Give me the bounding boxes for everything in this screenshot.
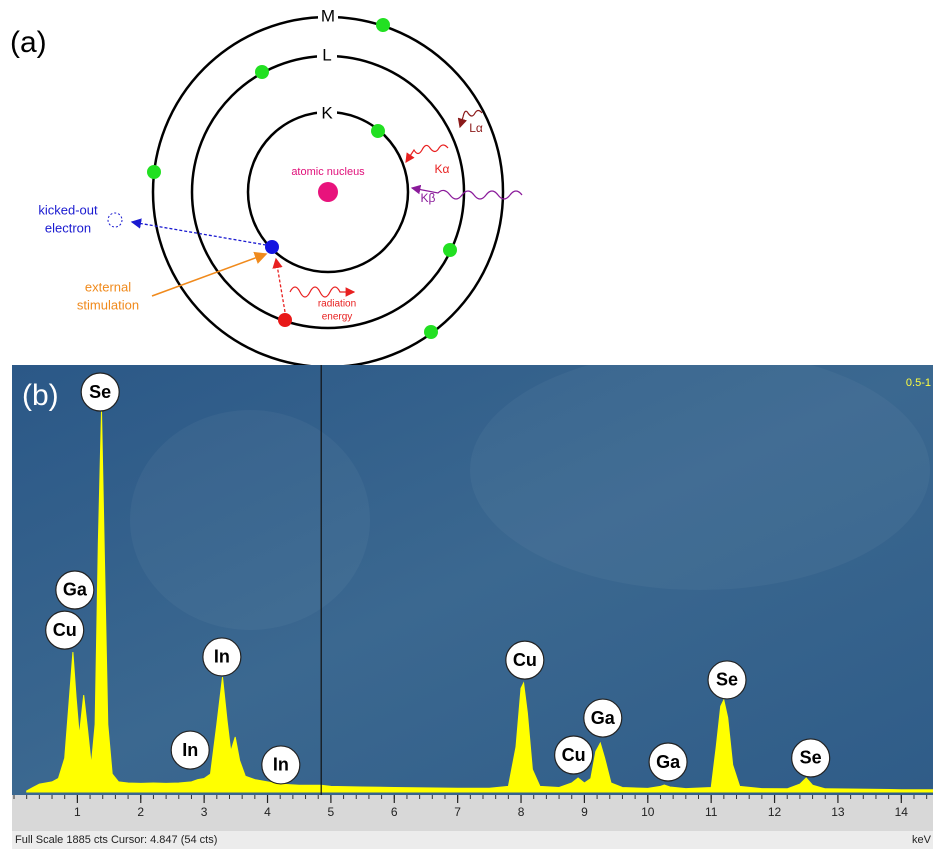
emission-label: Lα	[469, 121, 483, 135]
panel-label: (b)	[22, 379, 59, 412]
electron	[255, 65, 269, 79]
radiation-label: radiation	[318, 299, 356, 310]
electron	[424, 325, 438, 339]
peak-label-bubble	[791, 738, 831, 778]
stimulation-label: stimulation	[77, 297, 139, 312]
electron	[371, 124, 385, 138]
radiation-wave	[289, 286, 356, 298]
emission-label: Kα	[435, 162, 450, 176]
electrons	[147, 18, 457, 339]
x-tick-label: 11	[705, 805, 718, 819]
x-tick-label: 14	[895, 805, 909, 819]
shell-label: L	[322, 45, 331, 64]
peak-label: In	[214, 647, 230, 667]
peak-label: Se	[716, 670, 738, 690]
peak-label: Se	[89, 382, 111, 402]
x-tick-label: 8	[518, 805, 525, 819]
peak-label-bubble	[505, 640, 545, 680]
k-alpha-wave	[405, 144, 449, 163]
x-tick-label: 13	[831, 805, 845, 819]
x-tick-label: 9	[581, 805, 588, 819]
x-tick-label: 7	[454, 805, 461, 819]
peak-label: Se	[800, 748, 822, 768]
ejected-label: kicked-out	[38, 202, 98, 217]
spectrum-area	[26, 410, 933, 793]
peak-label-bubble	[554, 735, 594, 775]
watermark	[130, 410, 370, 630]
x-tick-label: 12	[768, 805, 782, 819]
transition-arrow	[272, 257, 286, 313]
peak-label-bubble	[202, 637, 242, 677]
peak-label-bubble	[80, 372, 120, 412]
transition-electron	[278, 313, 292, 327]
x-tick-label: 3	[201, 805, 208, 819]
peak-label-bubble	[648, 742, 688, 782]
radiation-label: energy	[322, 312, 353, 323]
peak-label-bubble	[261, 745, 301, 785]
plot-background	[12, 365, 933, 795]
stimulation-label: external	[85, 279, 131, 294]
nucleus-label: atomic nucleus	[291, 166, 365, 178]
peak-label: Ga	[656, 752, 681, 772]
panel-label: (a)	[10, 26, 47, 59]
peak-label-bubble	[45, 610, 85, 650]
peak-label-bubble	[583, 698, 623, 738]
x-tick-label: 1	[74, 805, 81, 819]
k-beta-wave	[410, 184, 523, 200]
peak-label: Cu	[53, 620, 77, 640]
ejected-label: electron	[45, 220, 91, 235]
watermark	[470, 350, 930, 590]
ejected-electron	[107, 212, 123, 228]
peak-label-bubble	[55, 570, 95, 610]
l-alpha-wave	[457, 109, 483, 129]
status-bar	[12, 831, 933, 849]
stimulation-arrow	[151, 251, 268, 297]
vacancy-electron	[265, 240, 279, 254]
label-bg	[318, 6, 338, 28]
label-bg	[317, 103, 337, 125]
peak-label: Cu	[562, 745, 586, 765]
x-tick-label: 2	[137, 805, 144, 819]
x-tick-label: 10	[641, 805, 655, 819]
axis-bar	[12, 795, 933, 831]
x-tick-label: 4	[264, 805, 271, 819]
emission-label: Kβ	[421, 191, 436, 205]
peak-label-bubble	[707, 660, 747, 700]
status-text: Full Scale 1885 cts Cursor: 4.847 (54 ct…	[15, 834, 217, 846]
shell-label: M	[321, 6, 335, 25]
peak-label: Cu	[513, 650, 537, 670]
x-unit: keV	[912, 834, 932, 846]
eject-arrow	[130, 218, 267, 246]
label-bg	[317, 45, 337, 67]
nucleus	[318, 182, 338, 202]
electron	[443, 243, 457, 257]
peak-label: In	[182, 740, 198, 760]
range-label: 0.5-1	[906, 377, 931, 389]
x-tick-label: 6	[391, 805, 398, 819]
shell-label: K	[321, 103, 333, 122]
electron	[376, 18, 390, 32]
peak-label-bubble	[170, 730, 210, 770]
peak-label: Ga	[591, 708, 616, 728]
peak-label: In	[273, 755, 289, 775]
atom-diagram: (a) M L K atomic nucleus Lα Kα Kβ	[10, 6, 523, 369]
peak-label: Ga	[63, 580, 88, 600]
electron	[147, 165, 161, 179]
x-tick-label: 5	[328, 805, 335, 819]
